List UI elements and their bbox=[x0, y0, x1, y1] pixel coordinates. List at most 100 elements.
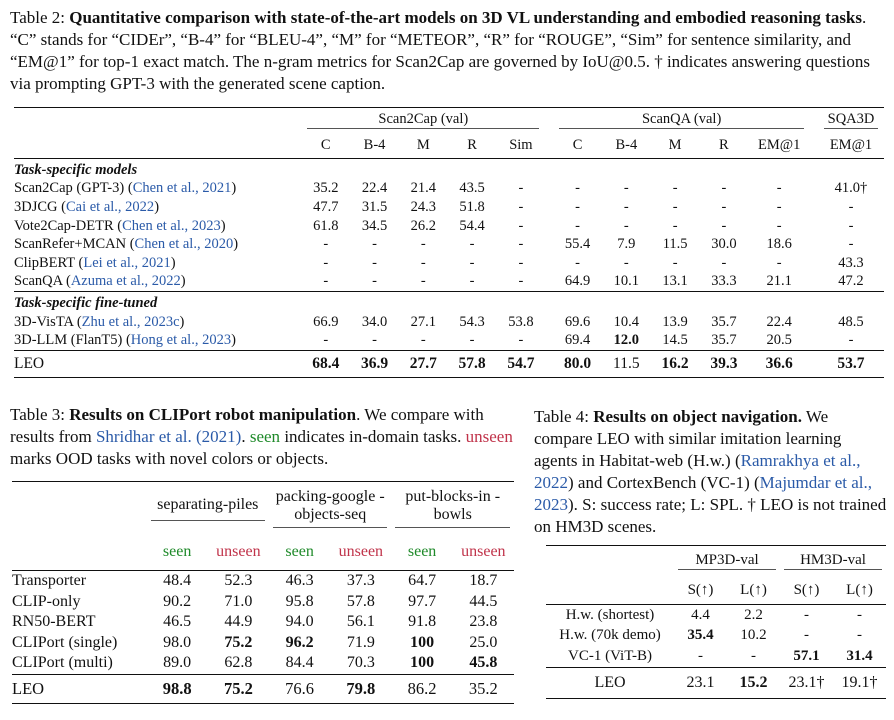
split-seen-label: seen bbox=[162, 543, 192, 560]
model-citation[interactable]: Hong et al., 2023 bbox=[130, 332, 232, 349]
table2-gap bbox=[545, 331, 553, 350]
table2-cell: - bbox=[575, 254, 580, 271]
table-row: Transporter 48.4 52.3 46.3 37.3 64.7 18.7 bbox=[12, 570, 514, 592]
table2-cell: - bbox=[469, 236, 475, 253]
table2-cell: - bbox=[575, 180, 580, 197]
table2-metric-header: Sim bbox=[509, 136, 533, 153]
table2-cell: 53.7 bbox=[837, 354, 865, 372]
table2-cell: 47.7 bbox=[313, 198, 339, 215]
table2-cell: 80.0 bbox=[564, 354, 592, 372]
table3-cell: 75.2 bbox=[224, 633, 253, 651]
table4-cell: - bbox=[804, 627, 809, 644]
table3-cell: 52.3 bbox=[224, 572, 253, 590]
table2-cell: 47.2 bbox=[838, 273, 864, 290]
table3-cell: 86.2 bbox=[407, 678, 437, 698]
table2-cell: 24.3 bbox=[410, 198, 436, 215]
table2-cell: - bbox=[372, 254, 377, 271]
table2-cell: - bbox=[518, 236, 524, 253]
table-row: ScanRefer+MCAN (Chen et al., 2020) - - - - - 5… bbox=[14, 235, 884, 254]
table2-gap bbox=[810, 313, 818, 332]
table3-caption-citation[interactable]: Shridhar et al. (2021) bbox=[95, 427, 242, 446]
table2-gap bbox=[810, 132, 818, 159]
table2-cell: - bbox=[848, 198, 854, 215]
table3-task-packing-google: packing-google -objects-seq bbox=[269, 482, 391, 535]
model-citation[interactable]: Lei et al., 2021 bbox=[83, 254, 171, 271]
table2-cell: - bbox=[372, 236, 377, 253]
table3-cell: 64.7 bbox=[408, 572, 437, 590]
split-unseen-label: unseen bbox=[461, 543, 506, 560]
table2-gap bbox=[810, 350, 818, 377]
table4-leo-name: LEO bbox=[594, 673, 626, 691]
table2-cell: - bbox=[518, 180, 524, 197]
table-row: H.w. (shortest) 4.4 2.2 - - bbox=[546, 604, 886, 626]
table2-cell: 36.6 bbox=[765, 354, 793, 372]
table2-cell: - bbox=[848, 217, 854, 234]
table2-cell: 33.3 bbox=[711, 273, 737, 290]
table3-cell: 90.2 bbox=[163, 592, 192, 610]
table2-gap bbox=[810, 217, 818, 236]
table2-cell: 41.0† bbox=[834, 180, 868, 197]
table4-cell: - bbox=[857, 627, 862, 644]
table2-cell: - bbox=[672, 180, 678, 197]
table4-caption-citation-2[interactable]: Majumdar et al., 2023 bbox=[534, 473, 873, 514]
table4-cell: 23.1 bbox=[686, 673, 715, 691]
table2-cell: 69.4 bbox=[564, 332, 591, 349]
table3-cell: 75.2 bbox=[223, 678, 253, 698]
table2-metric-header: EM@1 bbox=[829, 136, 873, 153]
model-name: LEO bbox=[14, 354, 45, 372]
table3-cell: 96.2 bbox=[285, 633, 314, 651]
table3-cell: 84.4 bbox=[285, 654, 314, 672]
split-seen-label: seen bbox=[407, 543, 437, 560]
table2-cell: 22.4 bbox=[361, 180, 388, 197]
table2-metric-header: R bbox=[467, 136, 477, 153]
model-citation[interactable]: Chen et al., 2023 bbox=[122, 217, 221, 234]
table-row: CLIPort (single) 98.0 75.2 96.2 71.9 100 25.0 bbox=[12, 633, 514, 654]
table3-cell: 46.5 bbox=[163, 613, 192, 631]
table4-cell: 2.2 bbox=[744, 606, 763, 623]
model-citation[interactable]: Chen et al., 2021 bbox=[132, 180, 232, 197]
table2-cell: - bbox=[372, 332, 377, 349]
table2-gap bbox=[545, 254, 553, 273]
table3-leo-name: LEO bbox=[12, 678, 45, 698]
table-row: 3D-VisTA (Zhu et al., 2023c) 66.9 34.0 27.1… bbox=[14, 313, 884, 332]
table2-cell: - bbox=[372, 273, 377, 290]
table4-metric-header: L(↑) bbox=[740, 581, 767, 598]
table2-caption-text: . “C” stands for “CIDEr”, “B-4” for “BLE… bbox=[10, 8, 870, 93]
table2-cell: 54.4 bbox=[459, 217, 485, 234]
table2-cell: - bbox=[469, 332, 475, 349]
table2-cell: 43.5 bbox=[459, 180, 485, 197]
table2-cell: 61.8 bbox=[313, 217, 339, 234]
table4-cell: 19.1† bbox=[841, 673, 878, 691]
model-name: 3D-LLM (FlanT5) bbox=[14, 332, 126, 349]
table2-cell: 13.9 bbox=[662, 313, 688, 330]
table2-cell: - bbox=[420, 273, 426, 290]
table2-cell: - bbox=[721, 217, 727, 234]
table2-cell: - bbox=[518, 332, 524, 349]
table2-cell: - bbox=[721, 180, 727, 197]
table2-gap bbox=[545, 313, 553, 332]
table2-cell: 13.1 bbox=[662, 273, 688, 290]
table2-cell: - bbox=[721, 254, 727, 271]
table2-cell: 66.9 bbox=[313, 313, 339, 330]
table3-cell: 98.8 bbox=[162, 678, 192, 698]
model-citation[interactable]: Cai et al., 2022 bbox=[65, 198, 155, 215]
table4-caption-citation-1[interactable]: Ramrakhya et al., 2022 bbox=[534, 451, 861, 492]
table3-cell: 44.9 bbox=[224, 613, 253, 631]
table2-cell: - bbox=[323, 236, 329, 253]
table4-caption-text-c: ). S: success rate; L: SPL. † LEO is not… bbox=[534, 495, 887, 536]
table3-caption-text-d: marks OOD tasks with novel colors or obj… bbox=[10, 449, 329, 468]
table4-cell: - bbox=[751, 647, 756, 664]
table2-gap bbox=[545, 180, 553, 199]
model-citation[interactable]: Azuma et al., 2022 bbox=[70, 273, 181, 290]
table2-cell: 34.0 bbox=[361, 313, 388, 330]
table2-cell: 27.1 bbox=[410, 313, 436, 330]
table4-cell: 23.1† bbox=[788, 673, 825, 691]
table2-cell: - bbox=[776, 254, 782, 271]
model-citation[interactable]: Chen et al., 2020 bbox=[134, 236, 234, 253]
model-citation[interactable]: Zhu et al., 2023c bbox=[81, 313, 180, 330]
table-row: 3D-LLM (FlanT5) (Hong et al., 2023) - - - - -… bbox=[14, 331, 884, 350]
table2-cell: - bbox=[776, 217, 782, 234]
table3-cell: 95.8 bbox=[285, 592, 314, 610]
model-name: 3D-VisTA bbox=[14, 313, 77, 330]
table3-cell: 100 bbox=[410, 633, 435, 651]
